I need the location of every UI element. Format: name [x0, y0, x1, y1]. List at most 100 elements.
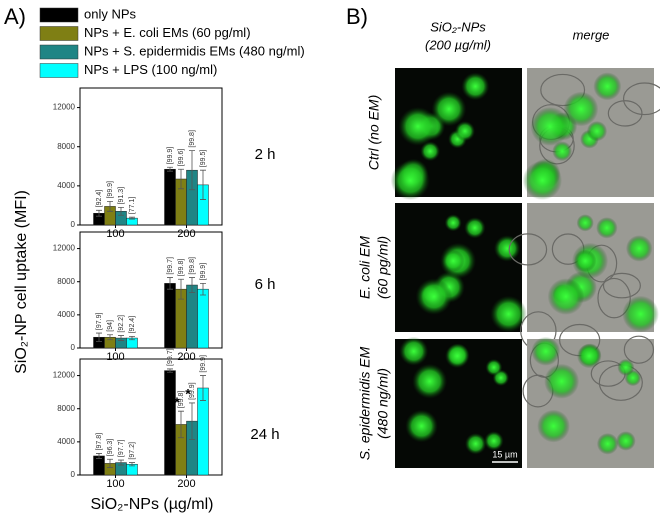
nanoparticle-signal	[399, 336, 429, 366]
row-label: S. epidermidis EM	[357, 346, 373, 460]
significance-marker: *	[174, 394, 180, 410]
y-tick-label: 0	[71, 343, 76, 352]
error-bar	[118, 206, 124, 216]
percent-label: [97.2]	[129, 442, 136, 460]
error-bar	[200, 375, 206, 401]
nanoparticle-signal	[537, 409, 570, 443]
y-tick-label: 8000	[57, 277, 75, 286]
legend-swatch	[39, 63, 79, 78]
nanoparticle-signal	[596, 217, 618, 239]
y-axis-label: SiO₂-NP cell uptake (MFI)	[13, 190, 30, 374]
nanoparticle-signal	[576, 343, 602, 369]
percent-label: [94]	[107, 320, 114, 332]
row-label: (480 ng/ml)	[375, 368, 391, 439]
percent-label: [97.7]	[118, 440, 125, 458]
percent-label: [99.8]	[178, 391, 185, 409]
nanoparticle-signal	[522, 160, 562, 201]
row-label: E. coli EM	[357, 236, 373, 299]
nanoparticle-signal	[412, 363, 448, 399]
error-bar	[178, 278, 184, 300]
percent-label: [99.5]	[200, 150, 207, 168]
bar	[197, 288, 209, 349]
error-bar	[189, 402, 195, 440]
y-tick-label: 0	[71, 220, 76, 229]
percent-label: [99.8]	[178, 259, 185, 277]
nanoparticle-signal	[485, 358, 503, 376]
error-bar	[178, 168, 184, 190]
percent-label: [92.4]	[96, 190, 103, 208]
percent-label: [99.6]	[178, 149, 185, 167]
scale-bar-label: 15 µm	[492, 449, 517, 459]
bar	[164, 283, 176, 349]
percent-label: [97.8]	[96, 433, 103, 451]
nanoparticle-signal	[461, 72, 490, 101]
x-tick-label: 100	[106, 478, 124, 490]
x-tick-label: 100	[106, 228, 124, 240]
error-bar	[96, 209, 102, 217]
percent-label: [99.9]	[189, 382, 196, 400]
y-tick-label: 4000	[57, 310, 75, 319]
nanoparticle-signal	[593, 72, 622, 101]
cell-outline	[540, 73, 586, 107]
micrographs: SiO₂-NPs (200 µg/ml) merge Ctrl (no EM) E…	[357, 19, 660, 468]
legend-swatch	[39, 44, 79, 60]
percent-label: [91.3]	[118, 187, 125, 205]
nanoparticle-signal	[398, 106, 438, 146]
error-bar	[189, 150, 195, 191]
nanoparticle-signal	[444, 343, 470, 369]
nanoparticle-signal	[490, 295, 527, 333]
nanoparticle-signal	[596, 433, 619, 455]
x-tick-label: 100	[106, 351, 124, 363]
nanoparticle-signal	[415, 278, 453, 315]
bar	[197, 387, 209, 476]
percent-label: [92.4]	[129, 316, 136, 334]
error-bar	[96, 332, 102, 342]
percent-label: [99.8]	[189, 130, 196, 148]
cell-outline	[622, 82, 660, 116]
nanoparticle-signal	[544, 363, 580, 399]
y-tick-label: 8000	[57, 142, 75, 151]
nanoparticle-signal	[405, 409, 438, 443]
nanoparticle-signal	[616, 431, 636, 451]
nanoparticle-signal	[552, 141, 573, 162]
error-bar	[107, 201, 113, 212]
bar	[164, 168, 176, 226]
percent-label: [77.1]	[129, 197, 136, 215]
plot-frame	[79, 231, 223, 349]
legend-label: NPs + S. epidermidis EMs (480 ng/ml)	[84, 43, 305, 58]
percent-label: [92.2]	[118, 315, 125, 333]
legend-label: only NPs	[84, 6, 137, 21]
error-bar	[167, 166, 173, 172]
percent-label: [99.9]	[200, 355, 207, 373]
nanoparticle-signal	[617, 358, 635, 376]
panel-label: B)	[346, 4, 368, 29]
bar	[164, 370, 176, 476]
percent-label: [99.7]	[167, 348, 174, 366]
y-tick-label: 4000	[57, 181, 75, 190]
error-bar	[129, 462, 135, 467]
nanoparticle-signal	[563, 91, 599, 127]
legend-swatch	[39, 26, 79, 41]
nanoparticle-signal	[586, 120, 608, 142]
nanoparticle-signal	[625, 235, 653, 262]
error-bar	[96, 453, 102, 459]
y-tick-label: 8000	[57, 404, 75, 413]
cell-outline	[597, 277, 631, 319]
error-bar	[200, 282, 206, 296]
y-tick-label: 4000	[57, 437, 75, 446]
error-bar	[200, 169, 206, 200]
y-tick-label: 12000	[53, 103, 76, 112]
time-label: 6 h	[255, 276, 276, 293]
cell-outline	[602, 272, 641, 299]
x-tick-label: 200	[177, 478, 195, 490]
percent-label: [96.3]	[107, 439, 114, 457]
y-tick-label: 12000	[53, 371, 76, 380]
nanoparticle-signal	[420, 141, 441, 162]
column-header: SiO₂-NPs	[430, 19, 486, 34]
time-label: 2 h	[255, 146, 276, 163]
nanoparticle-signal	[622, 295, 659, 333]
bar	[186, 284, 198, 349]
nanoparticle-signal	[444, 214, 462, 232]
column-header: (200 µg/ml)	[425, 37, 491, 52]
